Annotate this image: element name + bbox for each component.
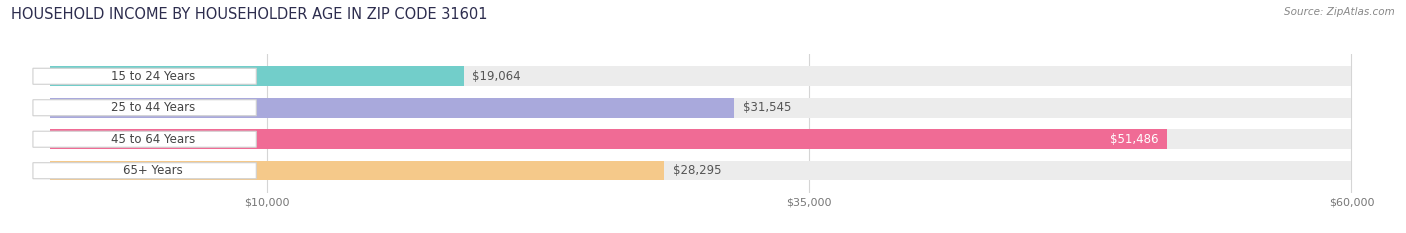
Bar [51, 161, 1351, 181]
FancyBboxPatch shape [32, 131, 256, 147]
Bar [51, 161, 664, 181]
Bar [51, 130, 1167, 149]
FancyBboxPatch shape [32, 100, 256, 116]
Bar [51, 66, 464, 86]
Text: 25 to 44 Years: 25 to 44 Years [111, 101, 195, 114]
Text: $19,064: $19,064 [472, 70, 522, 83]
FancyBboxPatch shape [32, 68, 256, 84]
Text: $51,486: $51,486 [1109, 133, 1159, 146]
Text: HOUSEHOLD INCOME BY HOUSEHOLDER AGE IN ZIP CODE 31601: HOUSEHOLD INCOME BY HOUSEHOLDER AGE IN Z… [11, 7, 488, 22]
Text: 45 to 64 Years: 45 to 64 Years [111, 133, 195, 146]
Text: Source: ZipAtlas.com: Source: ZipAtlas.com [1284, 7, 1395, 17]
Bar [51, 130, 1351, 149]
Text: $31,545: $31,545 [742, 101, 792, 114]
Bar [51, 98, 1351, 117]
Text: 65+ Years: 65+ Years [124, 164, 183, 177]
FancyBboxPatch shape [32, 163, 256, 179]
Bar [51, 98, 734, 117]
Text: 15 to 24 Years: 15 to 24 Years [111, 70, 195, 83]
Text: $28,295: $28,295 [672, 164, 721, 177]
Bar [51, 66, 1351, 86]
